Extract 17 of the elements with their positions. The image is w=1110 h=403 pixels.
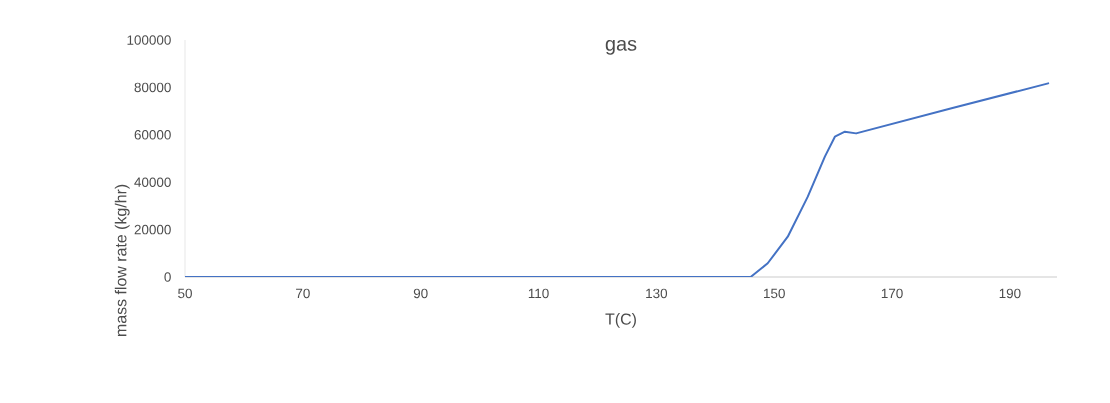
x-tick-label: 50 <box>178 288 192 299</box>
y-tick-label: 100000 <box>127 35 171 45</box>
y-tick-label: 40000 <box>134 177 171 187</box>
x-tick-label: 190 <box>999 288 1021 299</box>
x-tick-label: 170 <box>881 288 903 299</box>
y-tick-label: 80000 <box>134 82 171 93</box>
chart-title: gas <box>605 39 637 55</box>
x-tick-label: 70 <box>296 288 310 299</box>
y-tick-label: 60000 <box>134 130 171 140</box>
x-tick-label: 150 <box>764 288 785 299</box>
x-axis-title: T(C) <box>605 313 636 328</box>
x-tick-label: 90 <box>413 288 428 299</box>
x-tick-label: 130 <box>646 288 668 299</box>
y-tick-label: 20000 <box>134 224 171 235</box>
x-tick-label: 110 <box>528 288 549 299</box>
y-axis-title: mass flow rate (kg/hr) <box>114 184 130 336</box>
y-tick-label: 0 <box>164 272 171 282</box>
